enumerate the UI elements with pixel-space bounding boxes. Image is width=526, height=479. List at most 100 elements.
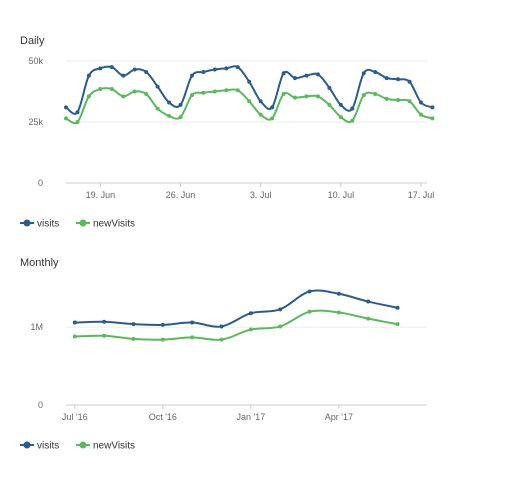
data-point-newVisits[interactable] <box>102 333 107 338</box>
data-point-visits[interactable] <box>190 320 195 325</box>
data-point-newVisits[interactable] <box>109 87 114 92</box>
data-point-visits[interactable] <box>248 311 253 316</box>
data-point-newVisits[interactable] <box>248 327 253 332</box>
data-point-newVisits[interactable] <box>72 334 77 339</box>
data-point-newVisits[interactable] <box>361 93 366 98</box>
data-point-visits[interactable] <box>304 73 309 78</box>
data-point-visits[interactable] <box>212 67 217 72</box>
data-point-visits[interactable] <box>72 320 77 325</box>
data-point-newVisits[interactable] <box>167 113 172 118</box>
data-point-newVisits[interactable] <box>293 95 298 100</box>
data-point-visits[interactable] <box>160 322 165 327</box>
data-point-visits[interactable] <box>336 291 341 296</box>
monthly-legend-visits[interactable]: visits <box>20 441 59 452</box>
monthly-legend-newvisits[interactable]: newVisits <box>76 441 135 452</box>
data-point-visits[interactable] <box>247 79 252 84</box>
data-point-newVisits[interactable] <box>132 89 137 94</box>
data-point-newVisits[interactable] <box>373 91 378 96</box>
data-point-visits[interactable] <box>131 322 136 327</box>
data-point-newVisits[interactable] <box>98 87 103 92</box>
data-point-newVisits[interactable] <box>235 88 240 93</box>
data-point-newVisits[interactable] <box>395 322 400 327</box>
data-point-newVisits[interactable] <box>258 112 263 117</box>
x-tick-label: Jan '17 <box>236 412 265 422</box>
data-point-newVisits[interactable] <box>278 324 283 329</box>
data-point-visits[interactable] <box>350 106 355 111</box>
data-point-visits[interactable] <box>278 307 283 312</box>
data-point-newVisits[interactable] <box>219 337 224 342</box>
data-point-visits[interactable] <box>430 105 435 110</box>
data-point-visits[interactable] <box>307 289 312 294</box>
x-tick-label: Apr '17 <box>325 412 353 422</box>
data-point-visits[interactable] <box>121 73 126 78</box>
data-point-visits[interactable] <box>201 69 206 74</box>
data-point-newVisits[interactable] <box>189 93 194 98</box>
data-point-newVisits[interactable] <box>270 116 275 121</box>
data-point-newVisits[interactable] <box>396 98 401 103</box>
data-point-visits[interactable] <box>155 84 160 89</box>
data-point-newVisits[interactable] <box>430 116 435 121</box>
data-point-newVisits[interactable] <box>350 118 355 123</box>
data-point-newVisits[interactable] <box>307 309 312 314</box>
data-point-visits[interactable] <box>109 65 114 70</box>
data-point-newVisits[interactable] <box>86 94 91 99</box>
data-point-newVisits[interactable] <box>224 88 229 93</box>
data-point-visits[interactable] <box>258 99 263 104</box>
data-point-newVisits[interactable] <box>281 91 286 96</box>
data-point-newVisits[interactable] <box>160 337 165 342</box>
data-point-visits[interactable] <box>64 105 68 110</box>
data-point-visits[interactable] <box>167 100 172 105</box>
data-point-visits[interactable] <box>144 69 149 74</box>
data-point-newVisits[interactable] <box>144 91 149 96</box>
data-point-newVisits[interactable] <box>304 94 309 99</box>
data-point-visits[interactable] <box>132 67 137 72</box>
data-point-newVisits[interactable] <box>315 94 320 99</box>
data-point-newVisits[interactable] <box>247 99 252 104</box>
daily-legend-newvisits[interactable]: newVisits <box>76 219 135 230</box>
data-point-visits[interactable] <box>338 102 343 107</box>
daily-legend-visits[interactable]: visits <box>20 219 59 230</box>
y-tick-label: 0 <box>38 178 43 188</box>
series-line-visits <box>65 65 433 115</box>
data-point-newVisits[interactable] <box>131 336 136 341</box>
data-point-visits[interactable] <box>293 76 298 81</box>
data-point-visits[interactable] <box>86 73 91 78</box>
data-point-newVisits[interactable] <box>121 94 126 99</box>
data-point-newVisits[interactable] <box>64 116 68 121</box>
data-point-visits[interactable] <box>315 72 320 77</box>
data-point-newVisits[interactable] <box>327 102 332 107</box>
data-point-visits[interactable] <box>270 105 275 110</box>
data-point-newVisits[interactable] <box>338 115 343 120</box>
data-point-newVisits[interactable] <box>201 90 206 95</box>
data-point-newVisits[interactable] <box>366 316 371 321</box>
data-point-newVisits[interactable] <box>212 89 217 94</box>
data-point-visits[interactable] <box>98 66 103 71</box>
data-point-visits[interactable] <box>178 102 183 107</box>
data-point-visits[interactable] <box>395 305 400 310</box>
data-point-newVisits[interactable] <box>407 99 412 104</box>
data-point-visits[interactable] <box>327 85 332 90</box>
data-point-newVisits[interactable] <box>419 112 423 117</box>
data-point-newVisits[interactable] <box>190 335 195 340</box>
daily-x-ticks: 19. Jun 26. Jun 3. Jul 10. Jul 17. Jul <box>86 183 434 200</box>
data-point-visits[interactable] <box>235 65 240 70</box>
data-point-newVisits[interactable] <box>178 115 183 120</box>
data-point-visits[interactable] <box>75 110 80 115</box>
data-point-visits[interactable] <box>102 319 107 324</box>
data-point-newVisits[interactable] <box>75 120 80 124</box>
data-point-visits[interactable] <box>419 100 423 105</box>
data-point-visits[interactable] <box>224 66 229 71</box>
data-point-visits[interactable] <box>396 77 401 82</box>
data-point-visits[interactable] <box>281 71 286 76</box>
data-point-visits[interactable] <box>219 324 224 329</box>
data-point-newVisits[interactable] <box>336 310 341 315</box>
data-point-newVisits[interactable] <box>384 96 389 101</box>
data-point-visits[interactable] <box>189 73 194 78</box>
data-point-visits[interactable] <box>373 69 378 74</box>
data-point-newVisits[interactable] <box>155 106 160 111</box>
data-point-visits[interactable] <box>407 79 412 84</box>
data-point-visits[interactable] <box>384 76 389 81</box>
data-point-visits[interactable] <box>366 299 371 304</box>
data-point-visits[interactable] <box>361 71 366 76</box>
